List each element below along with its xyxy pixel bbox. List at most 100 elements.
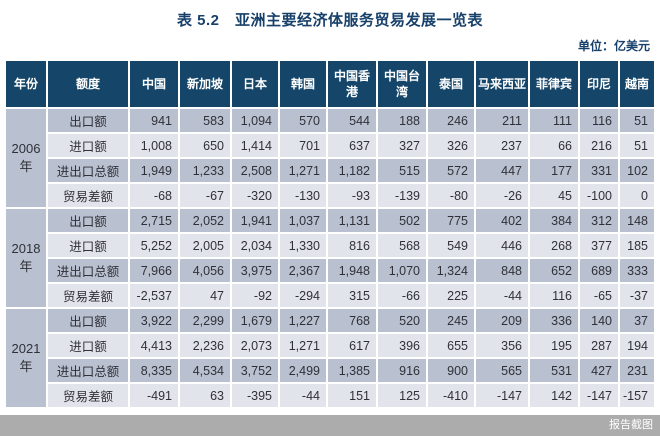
value-cell: 549	[428, 234, 474, 257]
value-cell: 652	[530, 259, 578, 282]
value-cell: 246	[428, 109, 474, 132]
table-header-row: 年份 额度 中国 新加坡 日本 韩国 中国香港 中国台湾 泰国 马来西亚 菲律宾 印尼 越南	[6, 61, 654, 107]
table-row: 进口额 5,252 2,005 2,034 1,330 816 568 549 446 268 37…	[6, 234, 654, 257]
value-cell: 941	[130, 109, 178, 132]
value-cell: -93	[328, 184, 376, 207]
value-cell: 148	[620, 209, 654, 232]
value-cell: 2,508	[232, 159, 278, 182]
value-cell: 66	[530, 134, 578, 157]
value-cell: 502	[378, 209, 426, 232]
header-cell: 韩国	[280, 61, 326, 107]
value-cell: 331	[580, 159, 618, 182]
value-cell: 572	[428, 159, 474, 182]
value-cell: -130	[280, 184, 326, 207]
value-cell: 194	[620, 334, 654, 357]
value-cell: -68	[130, 184, 178, 207]
value-cell: 315	[328, 284, 376, 307]
value-cell: 142	[530, 384, 578, 407]
value-cell: 4,413	[130, 334, 178, 357]
value-cell: 177	[530, 159, 578, 182]
header-cell: 新加坡	[180, 61, 230, 107]
value-cell: -395	[232, 384, 278, 407]
header-cell: 日本	[232, 61, 278, 107]
header-cell: 印尼	[580, 61, 618, 107]
value-cell: 2,034	[232, 234, 278, 257]
value-cell: 2,299	[180, 309, 230, 332]
value-cell: -65	[580, 284, 618, 307]
value-cell: 2,236	[180, 334, 230, 357]
value-cell: 231	[620, 359, 654, 382]
table-row: 进口额 4,413 2,236 2,073 1,271 617 396 655 356 195 28…	[6, 334, 654, 357]
watermark-label: 报告截图	[609, 419, 653, 431]
value-cell: 515	[378, 159, 426, 182]
value-cell: 185	[620, 234, 654, 257]
value-cell: -139	[378, 184, 426, 207]
value-cell: 47	[180, 284, 230, 307]
value-cell: 326	[428, 134, 474, 157]
row-label-cell: 进口额	[48, 134, 128, 157]
value-cell: 1,182	[328, 159, 376, 182]
value-cell: 1,330	[280, 234, 326, 257]
value-cell: 2,073	[232, 334, 278, 357]
value-cell: 775	[428, 209, 474, 232]
value-cell: 565	[476, 359, 528, 382]
value-cell: 427	[580, 359, 618, 382]
value-cell: 51	[620, 109, 654, 132]
value-cell: 195	[530, 334, 578, 357]
value-cell: 1,037	[280, 209, 326, 232]
value-cell: 1,271	[280, 159, 326, 182]
value-cell: 333	[620, 259, 654, 282]
value-cell: 45	[530, 184, 578, 207]
value-cell: 2,499	[280, 359, 326, 382]
value-cell: 225	[428, 284, 474, 307]
header-cell: 菲律宾	[530, 61, 578, 107]
value-cell: 520	[378, 309, 426, 332]
unit-label: 单位：亿美元	[577, 39, 650, 53]
value-cell: -37	[620, 284, 654, 307]
table-row: 进出口总额 8,335 4,534 3,752 2,499 1,385 916 900 565 5…	[6, 359, 654, 382]
value-cell: 816	[328, 234, 376, 257]
value-cell: 336	[530, 309, 578, 332]
value-cell: 637	[328, 134, 376, 157]
value-cell: 655	[428, 334, 474, 357]
row-label-cell: 贸易差额	[48, 184, 128, 207]
value-cell: 51	[620, 134, 654, 157]
value-cell: 140	[580, 309, 618, 332]
value-cell: -26	[476, 184, 528, 207]
value-cell: 1,948	[328, 259, 376, 282]
header-cell: 越南	[620, 61, 654, 107]
value-cell: 701	[280, 134, 326, 157]
value-cell: 1,227	[280, 309, 326, 332]
value-cell: 216	[580, 134, 618, 157]
value-cell: -92	[232, 284, 278, 307]
value-cell: 3,752	[232, 359, 278, 382]
table-row: 2018年 出口额 2,715 2,052 1,941 1,037 1,131 502 775 4…	[6, 209, 654, 307]
value-cell: 768	[328, 309, 376, 332]
table-row: 进口额 1,008 650 1,414 701 637 327 326 237 66 216 51	[6, 134, 654, 157]
value-cell: -80	[428, 184, 474, 207]
table-title: 表 5.2 亚洲主要经济体服务贸易发展一览表	[176, 12, 484, 29]
value-cell: 188	[378, 109, 426, 132]
value-cell: -67	[180, 184, 230, 207]
value-cell: 3,922	[130, 309, 178, 332]
value-cell: 2,005	[180, 234, 230, 257]
value-cell: 544	[328, 109, 376, 132]
header-cell: 中国香港	[328, 61, 376, 107]
table-row: 贸易差额 -2,537 47 -92 -294 315 -66 225 -44 116 -65 -37	[6, 284, 654, 307]
table-row: 进出口总额 7,966 4,056 3,975 2,367 1,948 1,070 1,324…	[6, 259, 654, 282]
value-cell: -410	[428, 384, 474, 407]
value-cell: 7,966	[130, 259, 178, 282]
value-cell: 312	[580, 209, 618, 232]
table-row: 2021年 出口额 3,922 2,299 1,679 1,227 768 520 245 209…	[6, 309, 654, 407]
value-cell: -66	[378, 284, 426, 307]
value-cell: -157	[620, 384, 654, 407]
value-cell: 1,271	[280, 334, 326, 357]
value-cell: 151	[328, 384, 376, 407]
value-cell: 384	[530, 209, 578, 232]
value-cell: 531	[530, 359, 578, 382]
value-cell: -320	[232, 184, 278, 207]
value-cell: 1,008	[130, 134, 178, 157]
row-label-cell: 进口额	[48, 234, 128, 257]
trade-table: 年份 额度 中国 新加坡 日本 韩国 中国香港 中国台湾 泰国 马来西亚 菲律宾 印尼 越南 2006年…	[4, 59, 656, 409]
row-label-cell: 进出口总额	[48, 359, 128, 382]
